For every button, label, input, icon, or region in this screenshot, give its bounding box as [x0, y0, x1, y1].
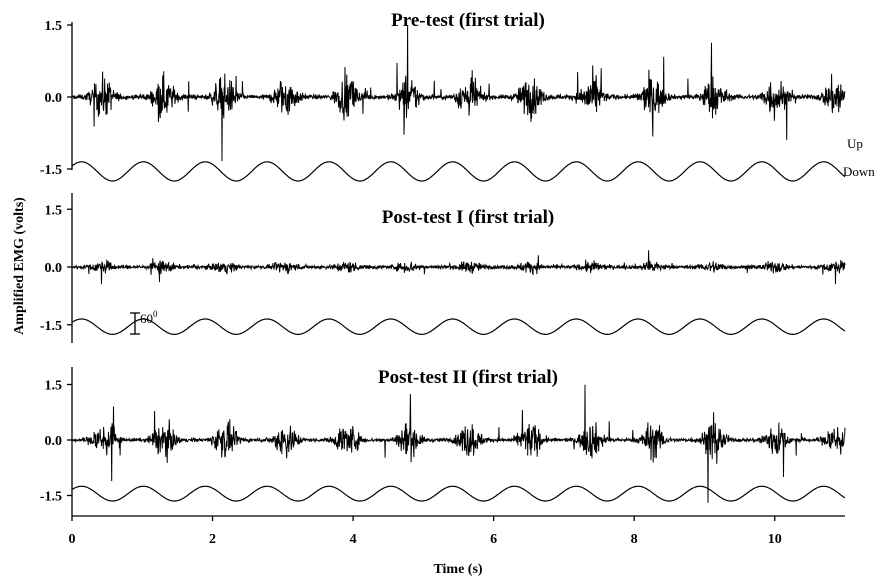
x-tick-label: 2: [209, 532, 216, 547]
emg-trace: [71, 250, 846, 285]
emg-trace: [71, 384, 846, 503]
y-ticks: 1.5 0.0 -1.5: [40, 19, 72, 178]
x-tick-label: 4: [350, 532, 357, 547]
y-tick-label: 0.0: [45, 434, 63, 449]
y-axis-label: Amplified EMG (volts): [12, 197, 27, 335]
y-tick-label: 1.5: [45, 379, 63, 394]
panel-pre-test: Pre-test (first trial) 1.5 0.0 -1.5 Up Dow…: [40, 10, 875, 182]
y-tick-label: -1.5: [40, 163, 62, 178]
y-tick-label: 0.0: [45, 91, 63, 106]
down-label: Down: [843, 164, 875, 179]
panel-post-test-1: Post-test I (first trial) 1.5 0.0 -1.5 600: [40, 193, 846, 343]
emg-trace: [71, 24, 846, 162]
y-tick-label: 1.5: [45, 19, 63, 34]
position-wave: [71, 318, 846, 335]
scale-bar-label: 600: [140, 309, 158, 326]
y-tick-label: 1.5: [45, 203, 63, 218]
x-tick-label: 10: [768, 532, 782, 547]
y-tick-label: -1.5: [40, 319, 62, 334]
x-tick-label: 8: [631, 532, 638, 547]
panel-title: Post-test II (first trial): [378, 367, 558, 388]
panel-post-test-2: Post-test II (first trial) 1.5 0.0 -1.5: [40, 367, 846, 516]
degree-scale-bar: 600: [130, 309, 158, 335]
up-label: Up: [847, 136, 863, 151]
panel-title: Pre-test (first trial): [391, 10, 545, 31]
x-tick-label: 0: [69, 532, 76, 547]
x-tick-label: 6: [490, 532, 497, 547]
panel-title: Post-test I (first trial): [382, 207, 555, 228]
y-ticks: 1.5 0.0 -1.5: [40, 379, 72, 505]
y-tick-label: -1.5: [40, 490, 62, 505]
y-ticks: 1.5 0.0 -1.5: [40, 203, 72, 334]
y-tick-label: 0.0: [45, 261, 63, 276]
x-axis: 0 2 4 6 8 10: [69, 515, 845, 547]
x-axis-label: Time (s): [433, 562, 482, 577]
position-wave: [71, 161, 846, 182]
position-wave: [71, 485, 846, 502]
